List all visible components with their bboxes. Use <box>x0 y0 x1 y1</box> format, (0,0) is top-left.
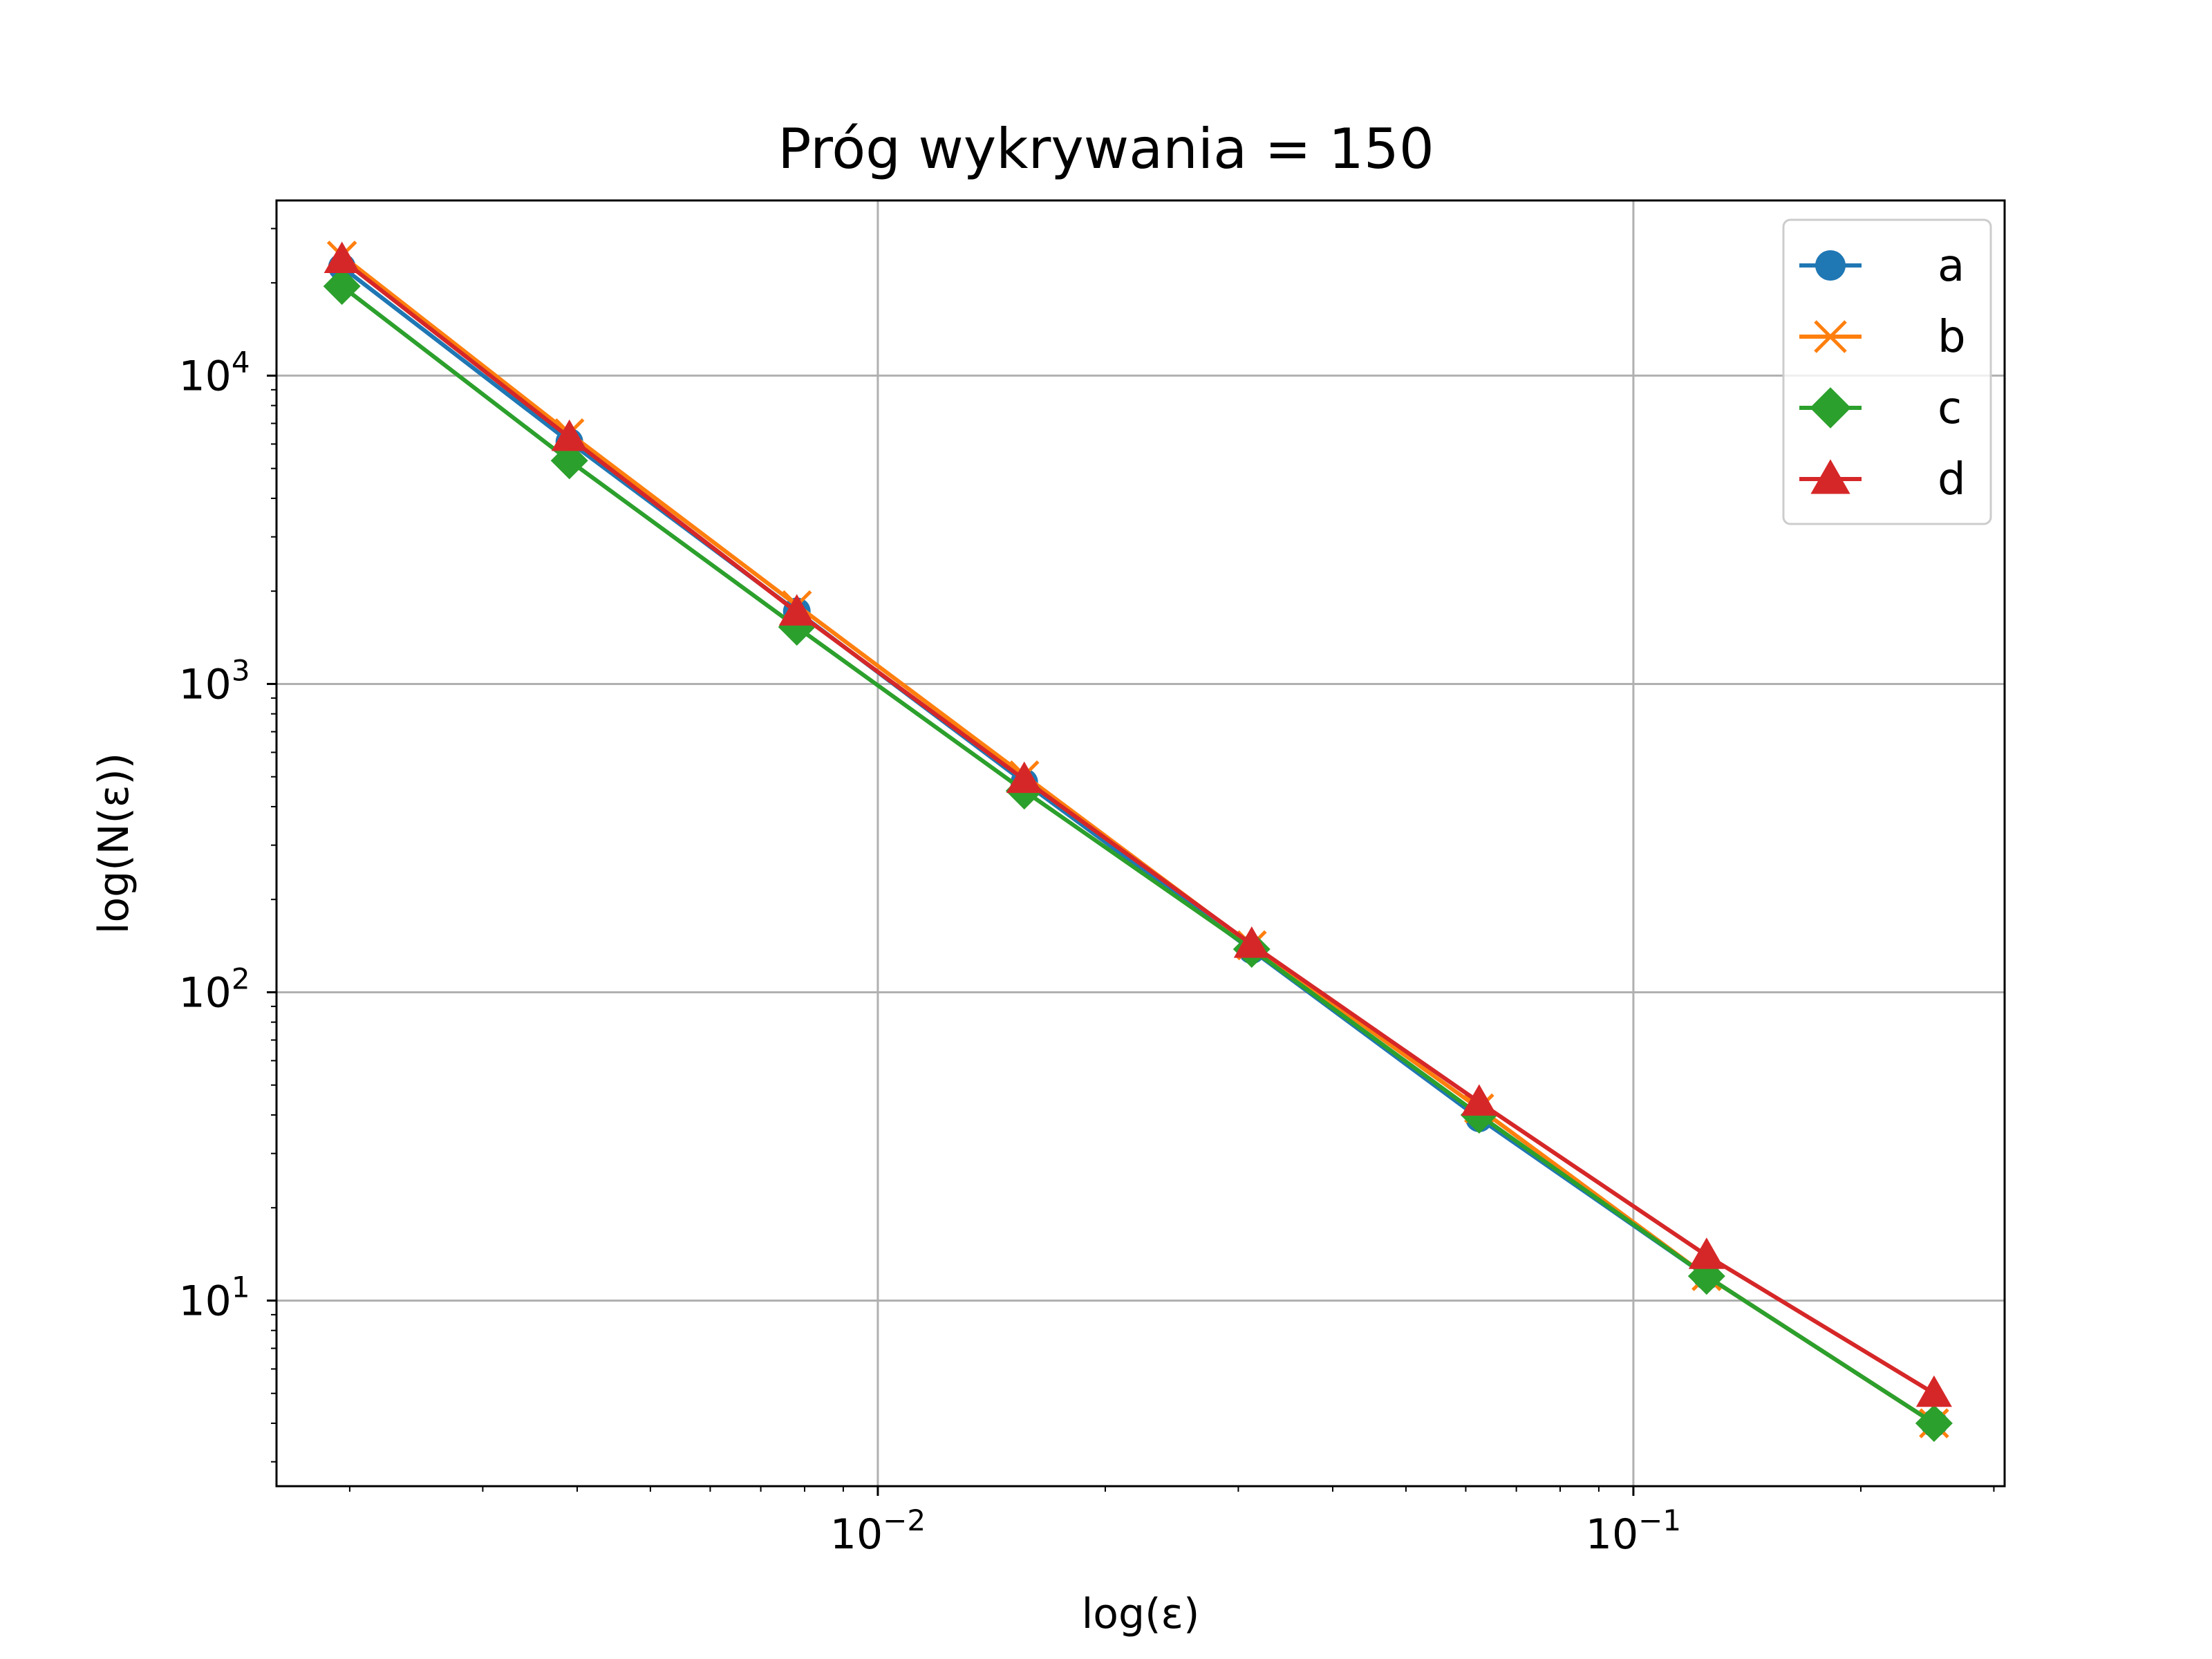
legend-label: b <box>1938 312 1966 363</box>
legend-marker <box>1815 250 1846 281</box>
chart-title: Próg wykrywania = 150 <box>778 117 1434 181</box>
data-point-d <box>778 594 815 626</box>
y-axis-label: log(N(ε)) <box>90 753 138 934</box>
legend-label: d <box>1938 454 1966 505</box>
data-point-d <box>551 419 588 451</box>
legend-item-c: c <box>1799 383 1962 434</box>
x-tick-label: 10−1 <box>1586 1503 1681 1559</box>
y-tick-label: 104 <box>178 345 250 400</box>
x-tick-label: 10−2 <box>830 1503 926 1559</box>
x-axis-label: log(ε) <box>1082 1590 1200 1638</box>
data-point-d <box>1461 1084 1497 1116</box>
legend-item-d: d <box>1799 454 1966 505</box>
major-ticks <box>267 374 1635 1496</box>
data-point-d <box>1915 1375 1952 1407</box>
grid <box>276 200 2005 1486</box>
series-layer <box>323 241 1953 1442</box>
y-tick-label: 101 <box>178 1270 250 1325</box>
series-line-d <box>340 258 1936 1396</box>
y-tick-label: 103 <box>178 653 250 709</box>
data-point-d <box>324 241 360 273</box>
legend-marker <box>1810 459 1850 494</box>
legend-item-a: a <box>1799 241 1965 292</box>
series-line-c <box>340 284 1936 1425</box>
plot-frame <box>275 199 2006 1488</box>
data-point-c <box>1915 1404 1953 1442</box>
data-point-d <box>1233 926 1270 958</box>
data-point-d <box>1006 761 1042 794</box>
y-tick-label: 102 <box>178 962 250 1017</box>
legend-marker <box>1814 320 1847 353</box>
series-d <box>324 241 1952 1407</box>
tick-labels: 10−2 10−1 101 102 103 104 <box>178 345 1681 1559</box>
marker-stroke <box>1814 320 1847 353</box>
legend-box <box>1782 218 1992 525</box>
data-point-d <box>1688 1237 1725 1269</box>
data-point-c <box>323 268 361 306</box>
data-point-c <box>550 442 588 480</box>
legend-label: c <box>1938 383 1962 434</box>
legend-label: a <box>1938 241 1965 292</box>
legend-marker <box>1810 387 1851 429</box>
legend-item-b: b <box>1799 312 1966 363</box>
